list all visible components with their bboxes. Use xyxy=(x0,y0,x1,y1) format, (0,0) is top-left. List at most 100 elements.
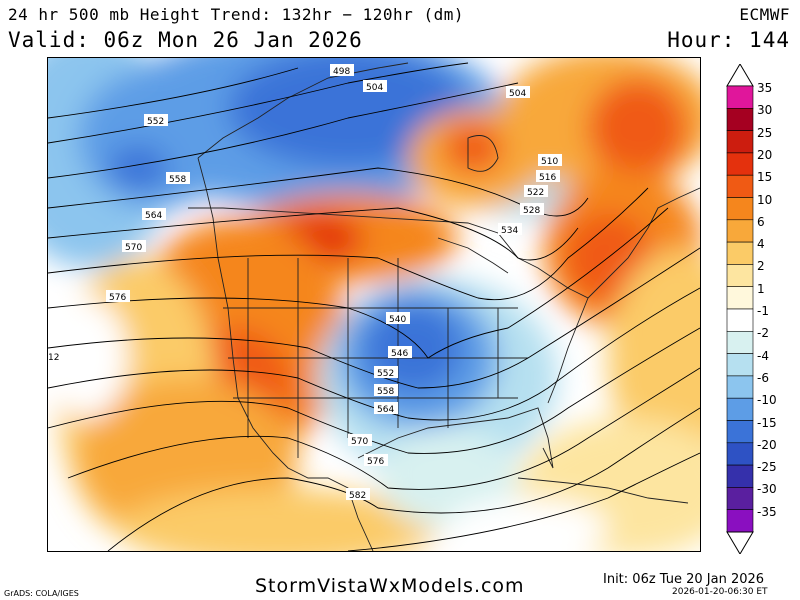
colorbar-label: 10 xyxy=(757,192,773,207)
colorbar-label: 6 xyxy=(757,214,765,229)
colorbar-swatch xyxy=(726,375,754,399)
svg-text:576: 576 xyxy=(367,457,384,467)
svg-text:570: 570 xyxy=(351,437,368,447)
contour-label: 576 xyxy=(364,454,388,467)
contour-label: 570 xyxy=(348,434,372,447)
colorbar-label: 35 xyxy=(757,81,773,95)
contour-label: 534 xyxy=(498,223,522,236)
colorbar-swatch xyxy=(726,174,754,198)
forecast-hour: Hour: 144 xyxy=(667,28,790,52)
colorbar-swatch xyxy=(726,130,754,154)
colorbar-label: -6 xyxy=(757,370,769,385)
colorbar-swatch xyxy=(726,264,754,287)
colorbar-swatch xyxy=(726,107,754,131)
model-name: ECMWF xyxy=(739,5,790,24)
colorbar-swatch xyxy=(726,464,754,488)
colorbar-label: 30 xyxy=(757,103,773,118)
valid-time: Valid: 06z Mon 26 Jan 2026 xyxy=(8,28,363,52)
contour-label: 504 xyxy=(363,80,387,93)
init-time: Init: 06z Tue 20 Jan 2026 xyxy=(603,572,765,587)
svg-text:498: 498 xyxy=(333,67,350,77)
colorbar-label: -1 xyxy=(757,304,769,318)
timestamp: 2026-01-20-06:30 ET xyxy=(672,587,768,597)
svg-text:534: 534 xyxy=(501,226,518,236)
colorbar-swatch xyxy=(726,308,754,332)
contour-label: 12 xyxy=(48,350,62,363)
height-trend-map: 498 504 504 510 516 522 528 534 540 546 … xyxy=(47,57,701,552)
colorbar-label: 1 xyxy=(757,281,765,296)
colorbar-swatch xyxy=(726,219,754,243)
svg-text:564: 564 xyxy=(145,211,162,221)
colorbar-label: -15 xyxy=(757,415,777,430)
colorbar-label: -25 xyxy=(757,460,777,475)
contour-label: 498 xyxy=(330,64,354,77)
colorbar-swatch xyxy=(726,197,754,221)
colorbar-swatch xyxy=(726,397,754,421)
svg-text:552: 552 xyxy=(377,369,394,379)
svg-text:564: 564 xyxy=(377,405,394,415)
colorbar-swatch xyxy=(726,286,754,310)
colorbar-swatch xyxy=(726,420,754,444)
colorbar-label: 15 xyxy=(757,170,773,185)
svg-text:510: 510 xyxy=(541,157,558,167)
contour-label: 564 xyxy=(142,208,166,221)
colorbar-label: -35 xyxy=(757,504,777,519)
svg-text:522: 522 xyxy=(527,188,544,198)
svg-text:504: 504 xyxy=(366,83,383,93)
colorbar-swatch xyxy=(726,152,754,176)
colorbar-label: -4 xyxy=(757,348,769,363)
colorbar-label: 4 xyxy=(757,237,765,252)
contour-label: 510 xyxy=(538,154,562,167)
contour-label: 540 xyxy=(386,312,410,325)
contour-labels: 498 504 504 510 516 522 528 534 540 546 … xyxy=(48,64,562,501)
colorbar-label: 2 xyxy=(757,259,765,274)
svg-text:528: 528 xyxy=(523,206,540,216)
colorbar-label: 25 xyxy=(757,125,773,140)
svg-text:582: 582 xyxy=(349,491,366,501)
contour-label: 570 xyxy=(122,240,146,253)
colorbar-label: -20 xyxy=(757,437,777,452)
colorbar-label: -2 xyxy=(757,326,769,341)
colorbar-swatch xyxy=(726,509,754,533)
contour-label: 516 xyxy=(536,170,560,183)
svg-text:558: 558 xyxy=(169,175,186,185)
svg-text:516: 516 xyxy=(539,173,556,183)
colorbar-swatch xyxy=(726,241,754,265)
colorbar-top-arrow xyxy=(726,64,754,87)
svg-text:546: 546 xyxy=(391,349,408,359)
map-title: 24 hr 500 mb Height Trend: 132hr − 120hr… xyxy=(8,5,464,24)
colorbar-bottom-arrow xyxy=(726,531,754,554)
contour-label: 504 xyxy=(506,86,530,99)
contour-label: 522 xyxy=(524,185,548,198)
colorbar-swatch xyxy=(726,330,754,354)
colorbar-label: -10 xyxy=(757,393,777,408)
map-canvas: 498 504 504 510 516 522 528 534 540 546 … xyxy=(48,58,700,551)
colorbar-swatch xyxy=(726,85,754,109)
svg-text:12: 12 xyxy=(48,353,59,363)
colorbar-swatch xyxy=(726,442,754,466)
contour-label: 552 xyxy=(144,114,168,127)
contour-label: 528 xyxy=(520,203,544,216)
contour-label: 576 xyxy=(106,290,130,303)
colorbar-swatch xyxy=(726,353,754,377)
colorbar-label: -30 xyxy=(757,482,777,497)
colorbar-swatch xyxy=(726,487,754,510)
svg-text:558: 558 xyxy=(377,387,394,397)
contour-label: 558 xyxy=(166,172,190,185)
contour-label: 564 xyxy=(374,402,398,415)
svg-text:540: 540 xyxy=(389,315,406,325)
svg-text:552: 552 xyxy=(147,117,164,127)
svg-text:576: 576 xyxy=(109,293,126,303)
contour-label: 552 xyxy=(374,366,398,379)
color-legend-bar xyxy=(726,64,754,554)
geography-lines xyxy=(188,62,700,551)
contour-label: 582 xyxy=(346,488,370,501)
contour-label: 558 xyxy=(374,384,398,397)
site-name: StormVistaWxModels.com xyxy=(255,575,525,597)
svg-text:504: 504 xyxy=(509,89,526,99)
svg-text:570: 570 xyxy=(125,243,142,253)
shaded-trend-field xyxy=(48,58,700,551)
contour-label: 546 xyxy=(388,346,412,359)
height-contours xyxy=(48,62,700,551)
grads-credit: GrADS: COLA/IGES xyxy=(4,589,79,598)
